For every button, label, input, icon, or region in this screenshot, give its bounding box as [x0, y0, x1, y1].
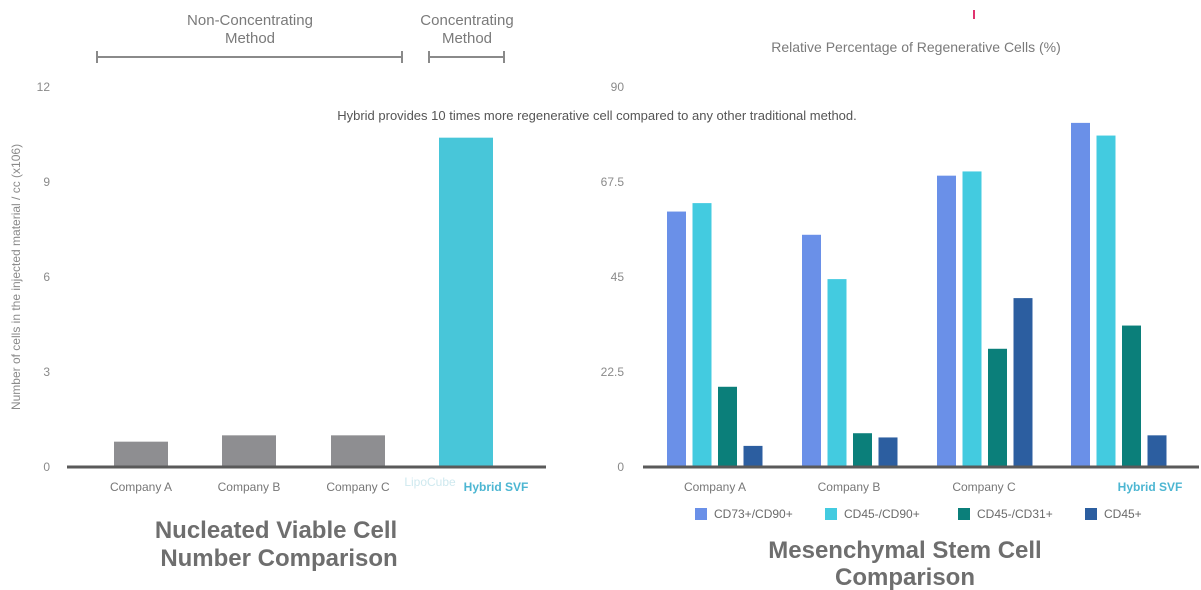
left-bar-3	[439, 137, 493, 467]
left-y-axis-label: Number of cells in the injected material…	[9, 144, 23, 410]
left-y-tick-0: 0	[43, 460, 50, 474]
legend-label-3: CD45+	[1104, 507, 1142, 521]
right-y-tick-2: 45	[611, 270, 625, 284]
group-label-nonconcentrating: Non-Concentrating Method	[187, 12, 313, 47]
right-bar-s3-c1	[878, 437, 898, 467]
left-x-ticks: Company A Company B Company C Hybrid SVF	[110, 480, 528, 494]
lipocube-label: LipoCube	[404, 475, 456, 489]
legend-swatch-3	[1085, 508, 1097, 520]
bracket-nonconcentrating	[96, 51, 403, 63]
legend-label-1: CD45-/CD90+	[844, 507, 920, 521]
left-x-tick-3: Hybrid SVF	[464, 480, 529, 494]
left-y-tick-4: 12	[37, 80, 51, 94]
right-bar-s3-c3	[1147, 435, 1167, 467]
right-chart-title-line1: Mesenchymal Stem Cell	[768, 537, 1041, 564]
left-y-ticks: 0 3 6 9 12	[37, 80, 51, 474]
left-bar-2	[331, 435, 385, 467]
right-bar-s0-c2	[937, 175, 956, 467]
legend-swatch-2	[958, 508, 970, 520]
legend: CD73+/CD90+ CD45-/CD90+ CD45-/CD31+ CD45+	[695, 507, 1142, 521]
right-bar-s2-c0	[718, 386, 737, 467]
right-bar-s1-c0	[692, 203, 712, 467]
right-x-ticks: Company A Company B Company C Hybrid SVF	[684, 480, 1182, 494]
left-bar-0	[114, 441, 168, 467]
right-x-tick-3: Hybrid SVF	[1118, 480, 1183, 494]
right-bar-s1-c1	[827, 279, 847, 467]
right-bar-s1-c2	[962, 171, 982, 467]
left-y-tick-1: 3	[43, 365, 50, 379]
right-y-tick-4: 90	[611, 80, 625, 94]
right-bar-s3-c0	[743, 445, 763, 467]
right-bar-s3-c2	[1013, 298, 1033, 467]
left-y-tick-3: 9	[43, 175, 50, 189]
left-x-tick-2: Company C	[326, 480, 390, 494]
legend-label-2: CD45-/CD31+	[977, 507, 1053, 521]
left-bar-1	[222, 435, 276, 467]
right-y-tick-3: 67.5	[601, 175, 625, 189]
left-bars	[114, 137, 493, 467]
accent-mark	[973, 10, 975, 19]
left-chart-title-line1: Nucleated Viable Cell	[155, 517, 397, 544]
right-bar-s0-c0	[667, 211, 686, 467]
right-bar-s2-c3	[1122, 325, 1141, 467]
right-chart-title-line2: Comparison	[835, 564, 975, 590]
right-y-tick-1: 22.5	[601, 365, 625, 379]
legend-label-0: CD73+/CD90+	[714, 507, 793, 521]
right-bar-s2-c2	[988, 348, 1007, 467]
left-x-tick-0: Company A	[110, 480, 172, 494]
right-bar-s0-c1	[802, 234, 821, 467]
left-chart-title-line2: Number Comparison	[160, 545, 397, 572]
right-y-ticks: 0 22.5 45 67.5 90	[601, 80, 625, 474]
left-chart: Non-Concentrating Method Concentrating Met…	[9, 12, 546, 572]
right-bar-s2-c1	[853, 433, 872, 467]
left-y-tick-2: 6	[43, 270, 50, 284]
caption: Hybrid provides 10 times more regenerati…	[337, 108, 857, 123]
right-bar-s1-c3	[1096, 135, 1116, 468]
right-chart: Relative Percentage of Regenerative Cell…	[601, 39, 1199, 590]
legend-swatch-1	[825, 508, 837, 520]
right-x-tick-1: Company B	[818, 480, 881, 494]
group-label-concentrating: Concentrating Method	[420, 12, 513, 47]
bracket-concentrating	[428, 51, 505, 63]
right-bars	[667, 122, 1167, 468]
right-x-tick-0: Company A	[684, 480, 746, 494]
left-x-tick-1: Company B	[218, 480, 281, 494]
right-bar-s0-c3	[1071, 122, 1090, 467]
right-chart-top-title: Relative Percentage of Regenerative Cell…	[771, 39, 1060, 55]
right-y-tick-0: 0	[617, 460, 624, 474]
legend-swatch-0	[695, 508, 707, 520]
right-x-tick-2: Company C	[952, 480, 1016, 494]
